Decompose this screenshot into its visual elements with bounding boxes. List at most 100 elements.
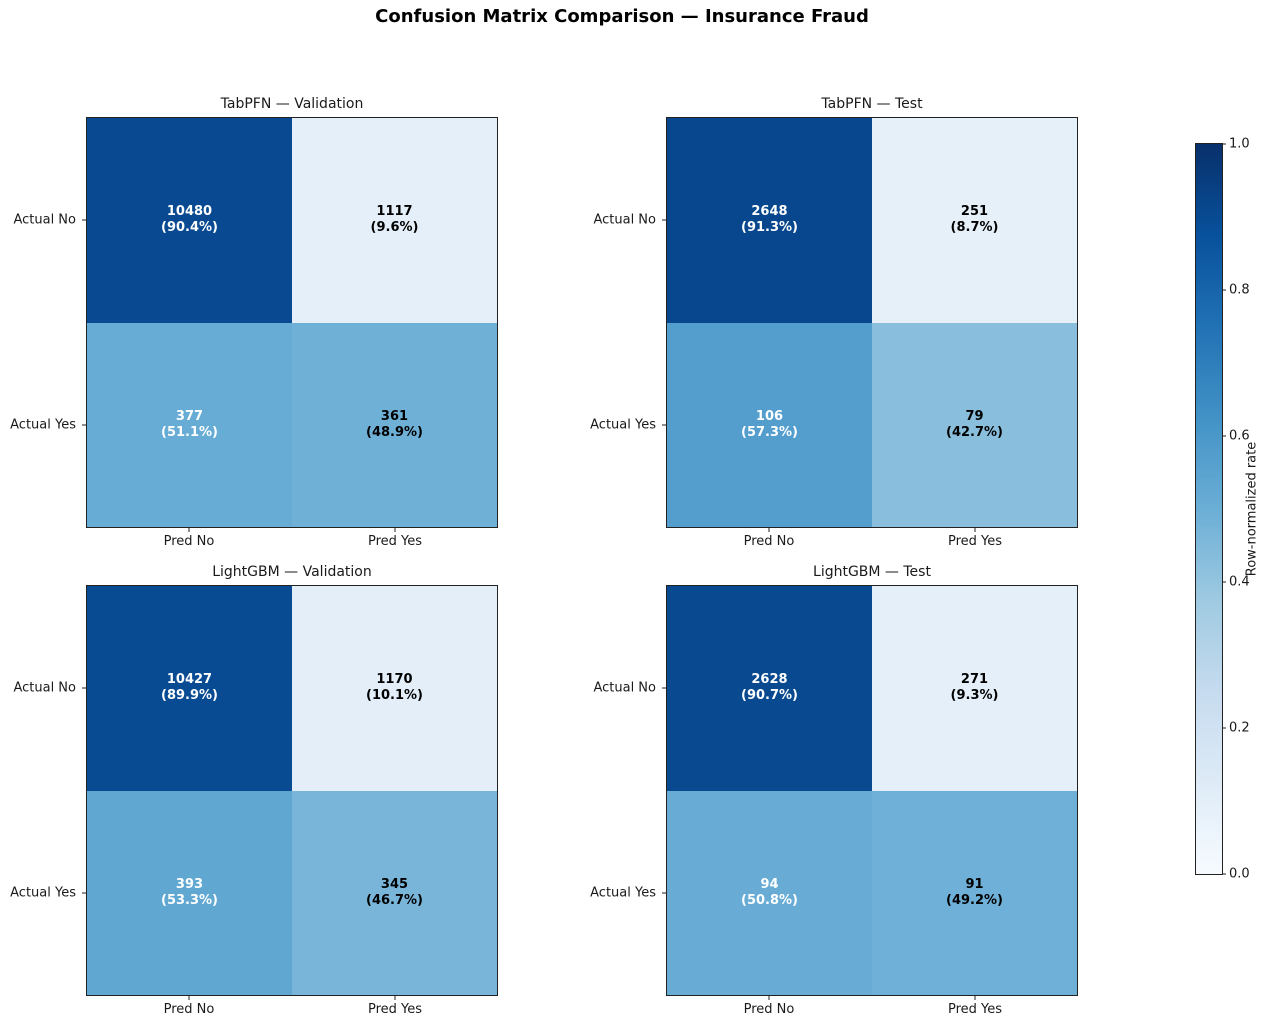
x-tick-mark [974, 996, 976, 1000]
colorbar-tick-label: 0.2 [1229, 720, 1250, 736]
colorbar-tick-mark [1222, 581, 1226, 583]
cell-count: 393 [175, 876, 204, 892]
matrix-cell-fn: 106 (57.3%) [667, 322, 872, 527]
y-tick-mark [662, 219, 666, 221]
colorbar-axis-label: Row-normalized rate [1244, 441, 1260, 577]
subplot-title: TabPFN — Test [821, 96, 923, 112]
cell-pct: (57.3%) [741, 424, 798, 440]
matrix-cell-tn: 2648 (91.3%) [667, 118, 872, 323]
cell-pct: (10.1%) [366, 688, 423, 704]
cell-count: 106 [755, 408, 784, 424]
x-tick-label-pred-no: Pred No [743, 1002, 795, 1017]
cell-count: 1170 [376, 672, 413, 688]
cell-pct: (50.8%) [741, 892, 798, 908]
y-tick-label-actual-no: Actual No [13, 212, 76, 228]
subplot-lightgbm-test: LightGBM — Test 2628 (90.7%) 271 (9.3%) … [590, 564, 1078, 1017]
cell-count: 2628 [751, 672, 788, 688]
cell-pct: (90.4%) [161, 220, 218, 236]
y-tick-mark [662, 687, 666, 689]
y-tick-mark [82, 892, 86, 894]
matrix-cell-tp: 361 (48.9%) [292, 322, 497, 527]
y-tick-mark [82, 687, 86, 689]
subplot-title: LightGBM — Validation [212, 564, 372, 580]
colorbar-tick-label: 0.6 [1229, 428, 1250, 444]
x-tick-label-pred-yes: Pred Yes [947, 1002, 1003, 1017]
colorbar-tick-mark [1222, 727, 1226, 729]
subplot-title: TabPFN — Validation [220, 96, 364, 112]
cell-count: 10480 [166, 204, 213, 220]
matrix-cell-fp: 251 (8.7%) [872, 118, 1077, 323]
x-tick-mark [768, 528, 770, 532]
x-tick-label-pred-yes: Pred Yes [367, 1002, 423, 1017]
cell-count: 271 [960, 672, 989, 688]
matrix-cell-fp: 1117 (9.6%) [292, 118, 497, 323]
cell-count: 1117 [376, 204, 413, 220]
y-tick-mark [82, 424, 86, 426]
subplot-tabpfn-validation: TabPFN — Validation 10480 (90.4%) 1117 (… [10, 96, 498, 549]
matrix-cell-fp: 271 (9.3%) [872, 586, 1077, 791]
cell-pct: (49.2%) [946, 892, 1003, 908]
cell-count: 91 [965, 876, 984, 892]
x-tick-mark [974, 528, 976, 532]
y-tick-label-actual-yes: Actual Yes [590, 417, 656, 433]
cell-count: 345 [380, 876, 409, 892]
subplot-title: LightGBM — Test [813, 564, 931, 580]
x-tick-mark [394, 996, 396, 1000]
colorbar-tick-mark [1222, 873, 1226, 875]
matrix-cell-tn: 10427 (89.9%) [87, 586, 292, 791]
cell-pct: (51.1%) [161, 424, 218, 440]
matrix-cell-fn: 377 (51.1%) [87, 322, 292, 527]
confusion-matrix-axes: 2628 (90.7%) 271 (9.3%) 94 (50.8%) 91 [666, 585, 1078, 996]
colorbar-tick-mark [1222, 435, 1226, 437]
colorbar-tick-mark [1222, 289, 1226, 291]
cell-count: 377 [175, 408, 204, 424]
cell-pct: (9.6%) [370, 220, 419, 236]
y-tick-mark [662, 424, 666, 426]
cell-pct: (91.3%) [741, 220, 798, 236]
y-tick-label-actual-yes: Actual Yes [10, 417, 76, 433]
confusion-matrix-axes: 10427 (89.9%) 1170 (10.1%) 393 (53.3%) 3… [86, 585, 498, 996]
y-tick-label-actual-yes: Actual Yes [590, 885, 656, 901]
x-tick-mark [394, 528, 396, 532]
matrix-cell-tp: 79 (42.7%) [872, 322, 1077, 527]
subplot-tabpfn-test: TabPFN — Test 2648 (91.3%) 251 (8.7%) 10… [590, 96, 1078, 549]
matrix-cell-tp: 91 (49.2%) [872, 790, 1077, 995]
cell-pct: (9.3%) [950, 688, 999, 704]
matrix-cell-fp: 1170 (10.1%) [292, 586, 497, 791]
confusion-matrix-axes: 2648 (91.3%) 251 (8.7%) 106 (57.3%) 79 [666, 117, 1078, 528]
y-tick-label-actual-yes: Actual Yes [10, 885, 76, 901]
x-tick-label-pred-no: Pred No [743, 534, 795, 549]
cell-pct: (8.7%) [950, 220, 999, 236]
colorbar-tick-mark [1222, 143, 1226, 145]
cell-pct: (89.9%) [161, 688, 218, 704]
y-tick-label-actual-no: Actual No [593, 212, 656, 228]
colorbar-tick-label: 0.8 [1229, 282, 1250, 298]
matrix-cell-fn: 94 (50.8%) [667, 790, 872, 995]
y-tick-mark [662, 892, 666, 894]
y-tick-label-actual-no: Actual No [13, 680, 76, 696]
cell-pct: (48.9%) [366, 424, 423, 440]
cell-count: 251 [960, 204, 989, 220]
y-tick-mark [82, 219, 86, 221]
cell-pct: (46.7%) [366, 892, 423, 908]
confusion-matrix-axes: 10480 (90.4%) 1117 (9.6%) 377 (51.1%) 36… [86, 117, 498, 528]
figure-title: Confusion Matrix Comparison — Insurance … [375, 6, 869, 27]
colorbar-tick-label: 1.0 [1229, 136, 1250, 152]
colorbar-tick-label: 0.4 [1229, 574, 1250, 590]
cell-count: 2648 [751, 204, 788, 220]
matrix-cell-tn: 10480 (90.4%) [87, 118, 292, 323]
x-tick-label-pred-no: Pred No [163, 534, 215, 549]
cell-count: 94 [760, 876, 779, 892]
colorbar-tick-label: 0.0 [1229, 866, 1250, 882]
x-tick-label-pred-yes: Pred Yes [367, 534, 423, 549]
subplot-lightgbm-validation: LightGBM — Validation 10427 (89.9%) 1170… [10, 564, 498, 1017]
cell-count: 361 [380, 408, 409, 424]
cell-pct: (42.7%) [946, 424, 1003, 440]
cell-count: 10427 [166, 672, 213, 688]
colorbar: 1.0 0.8 0.6 0.4 0.2 0.0 [1195, 137, 1250, 882]
x-tick-mark [768, 996, 770, 1000]
matrix-cell-tn: 2628 (90.7%) [667, 586, 872, 791]
x-tick-mark [188, 996, 190, 1000]
matrix-cell-fn: 393 (53.3%) [87, 790, 292, 995]
